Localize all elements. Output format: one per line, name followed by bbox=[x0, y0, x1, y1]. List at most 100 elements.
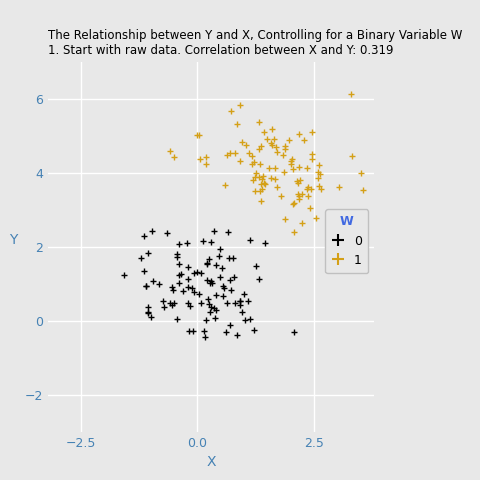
Point bbox=[170, 153, 178, 160]
Point bbox=[226, 149, 233, 157]
Point bbox=[290, 228, 298, 236]
Point bbox=[288, 156, 295, 164]
Point bbox=[309, 129, 316, 136]
Point bbox=[227, 322, 234, 329]
Point bbox=[260, 128, 268, 136]
Point bbox=[268, 141, 276, 149]
Point bbox=[273, 148, 281, 156]
Point bbox=[144, 303, 152, 311]
Point bbox=[236, 298, 244, 305]
Point bbox=[241, 316, 249, 324]
Point bbox=[252, 187, 259, 194]
Point bbox=[210, 305, 217, 312]
Point bbox=[233, 120, 241, 128]
Point bbox=[336, 183, 343, 191]
Point bbox=[281, 215, 288, 222]
Point bbox=[315, 162, 323, 169]
Point bbox=[256, 160, 264, 168]
Point bbox=[168, 301, 176, 309]
Point bbox=[186, 302, 193, 310]
Point bbox=[176, 240, 183, 248]
Point bbox=[202, 316, 210, 324]
Point bbox=[255, 174, 263, 181]
Point bbox=[267, 139, 275, 147]
Point bbox=[216, 252, 223, 260]
Point bbox=[197, 156, 204, 163]
Point bbox=[289, 200, 297, 208]
Point bbox=[258, 175, 266, 183]
Point bbox=[204, 259, 211, 267]
Point bbox=[300, 136, 308, 144]
Point bbox=[173, 250, 181, 258]
Point bbox=[312, 214, 320, 222]
Point bbox=[148, 228, 156, 235]
Point bbox=[281, 142, 289, 150]
Point bbox=[216, 273, 224, 281]
Point bbox=[257, 180, 265, 188]
Point bbox=[277, 192, 285, 200]
Point bbox=[175, 279, 183, 287]
Point bbox=[212, 306, 219, 313]
Point bbox=[222, 328, 229, 336]
Point bbox=[242, 142, 250, 149]
Point bbox=[348, 152, 356, 160]
Point bbox=[262, 239, 269, 247]
Point bbox=[230, 273, 238, 280]
Point bbox=[175, 271, 183, 278]
Point bbox=[170, 299, 178, 307]
Point bbox=[173, 315, 180, 323]
Point bbox=[246, 315, 253, 323]
Point bbox=[308, 151, 316, 158]
Point bbox=[227, 286, 235, 293]
Point bbox=[317, 185, 324, 192]
Point bbox=[227, 107, 235, 115]
Point bbox=[295, 195, 303, 203]
Point bbox=[190, 288, 198, 296]
Point bbox=[268, 125, 276, 133]
Point bbox=[272, 144, 280, 151]
Point bbox=[142, 282, 149, 290]
Point bbox=[212, 261, 219, 269]
Text: The Relationship between Y and X, Controlling for a Binary Variable W
1. Start w: The Relationship between Y and X, Contro… bbox=[48, 29, 462, 57]
Point bbox=[280, 168, 288, 176]
Point bbox=[219, 282, 227, 290]
Point bbox=[184, 276, 192, 283]
Point bbox=[156, 280, 163, 288]
Point bbox=[256, 187, 264, 195]
Point bbox=[205, 255, 213, 263]
Point bbox=[193, 132, 201, 139]
Point bbox=[245, 149, 252, 156]
Point bbox=[212, 291, 220, 299]
Point bbox=[272, 175, 279, 182]
Point bbox=[179, 287, 187, 294]
Point bbox=[193, 268, 201, 276]
Point bbox=[236, 301, 244, 309]
X-axis label: X: X bbox=[206, 456, 216, 469]
Point bbox=[290, 199, 298, 207]
Point bbox=[196, 132, 204, 139]
Point bbox=[233, 331, 240, 339]
Point bbox=[308, 156, 316, 163]
Point bbox=[142, 282, 149, 290]
Point bbox=[285, 136, 293, 144]
Point bbox=[271, 164, 278, 171]
Point bbox=[183, 240, 191, 247]
Point bbox=[258, 185, 265, 193]
Point bbox=[297, 177, 304, 184]
Point bbox=[184, 284, 192, 291]
Point bbox=[303, 185, 311, 192]
Point bbox=[314, 175, 322, 182]
Point bbox=[288, 155, 296, 163]
Point bbox=[202, 153, 210, 161]
Point bbox=[163, 229, 170, 237]
Point bbox=[206, 308, 214, 316]
Point bbox=[251, 173, 259, 181]
Point bbox=[199, 237, 206, 245]
Point bbox=[219, 292, 227, 300]
Point bbox=[347, 90, 355, 97]
Point bbox=[141, 267, 148, 275]
Point bbox=[224, 152, 231, 159]
Point bbox=[190, 269, 198, 276]
Point bbox=[203, 261, 211, 268]
Point bbox=[197, 300, 204, 307]
